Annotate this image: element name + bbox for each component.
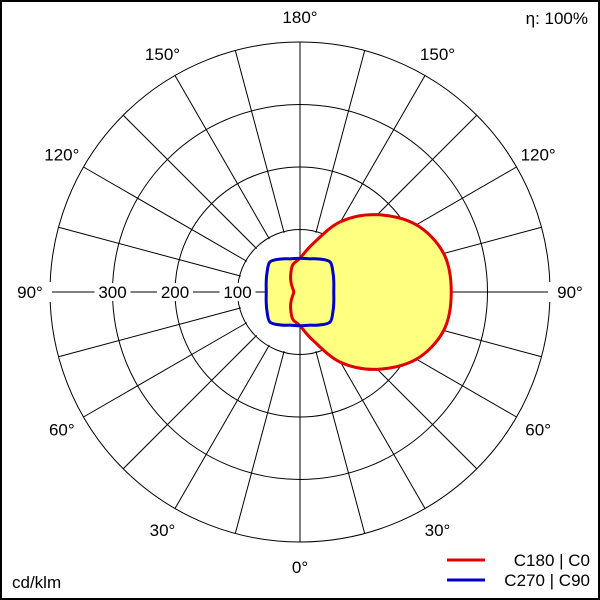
grid-spoke [315,50,366,233]
grid-spoke [330,75,426,240]
grid-spoke [234,50,285,233]
efficiency-label: η: 100% [526,9,588,28]
angle-label: 90° [17,283,43,302]
angle-label: 120° [44,146,79,165]
radial-tick-label: 200 [161,283,189,302]
grid-spoke [83,322,248,418]
angle-label: 150° [145,45,180,64]
radial-label-bg [157,283,193,301]
labels: 100 200 300 0° 30° 30° 60° 60° 90° 90° 120° 120° 150… [8,8,592,577]
grid-spoke [122,334,258,470]
grid-spoke [330,344,426,509]
grid-spoke [122,114,258,250]
angle-label: 120° [521,146,556,165]
grid-spoke [83,166,248,262]
angle-label: 0° [292,558,308,577]
angle-label-bg [548,282,592,302]
legend-label-c0: C180 | C0 [514,551,590,570]
angle-label: 60° [49,421,75,440]
angle-label: 30° [425,521,451,540]
radial-label-bg [219,283,256,301]
grid-spoke [174,344,270,509]
grid-spoke [58,226,241,277]
grid-spoke [174,75,270,240]
angle-label: 90° [557,283,583,302]
radial-tick-label: 100 [223,283,251,302]
grid-spoke [315,351,366,534]
fill-c0-c180 [290,214,452,370]
grid-spoke [234,351,285,534]
fill-c90-c270 [266,258,334,326]
angle-label: 180° [282,8,317,27]
angle-label: 150° [420,45,455,64]
curve-c270-c90 [264,256,336,328]
radial-tick-label: 300 [98,283,126,302]
angle-label-bg [8,282,52,302]
radial-label-bg [94,283,131,301]
curves [264,213,453,371]
angle-label: 30° [150,521,176,540]
unit-label: cd/klm [12,573,61,592]
legend-label-c90: C270 | C90 [504,571,590,590]
angle-label: 60° [525,421,551,440]
grid-spoke [58,307,241,358]
